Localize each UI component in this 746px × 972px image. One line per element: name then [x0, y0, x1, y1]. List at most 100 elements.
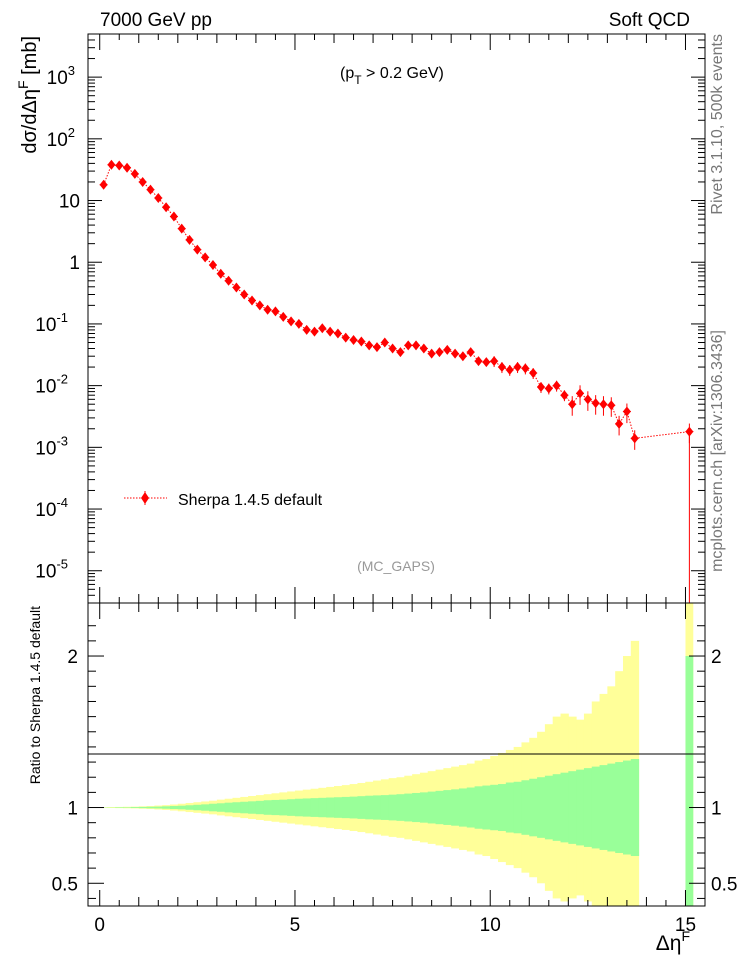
data-point: [107, 159, 116, 170]
ratio-band-inner: [568, 771, 577, 844]
data-point: [208, 260, 217, 271]
data-point: [380, 337, 389, 348]
ratio-band-inner: [427, 791, 437, 824]
ratio-band-inner: [482, 785, 491, 830]
main-x-ticks: [99, 34, 706, 603]
ratio-band-inner: [622, 760, 632, 855]
ratio-band-inner: [498, 784, 507, 832]
ratio-band-inner: [154, 806, 163, 809]
data-point: [536, 382, 545, 393]
data-point: [302, 324, 311, 335]
data-point: [115, 160, 124, 171]
main-ytick-label: 10-1: [35, 310, 68, 336]
data-point: [466, 347, 475, 358]
ratio-band-inner: [138, 806, 148, 809]
data-point: [372, 342, 381, 353]
ratio-band-inner: [607, 763, 616, 852]
main-y-label: dσ/dΔηF [mb]: [15, 36, 41, 154]
series-line: [103, 164, 690, 439]
main-ytick-label: 10-2: [35, 372, 68, 398]
data-point: [458, 351, 467, 362]
ratio-band-inner: [240, 801, 249, 814]
ratio-ytick-label-right: 2: [711, 647, 722, 668]
ratio-band-inner: [326, 797, 335, 818]
x-tick-label: 15: [675, 915, 696, 936]
data-point: [451, 348, 460, 359]
ratio-band-inner: [630, 759, 640, 857]
ratio-ytick-label-right: 0.5: [711, 874, 737, 895]
header-right: Soft QCD: [609, 10, 690, 31]
ratio-band-inner: [123, 807, 132, 808]
data-point: [615, 418, 624, 429]
ratio-panel: 0 5 10 15 0.5 0.5 1 1 2 2 Ratio to Sherpa 1.4.5 d…: [27, 602, 737, 955]
legend-label: Sherpa 1.4.5 default: [178, 492, 323, 509]
data-point: [326, 326, 335, 337]
ratio-y-label: Ratio to Sherpa 1.4.5 default: [27, 606, 43, 784]
ratio-band-inner: [552, 774, 562, 841]
data-point: [490, 356, 499, 367]
data-point: [341, 332, 350, 343]
data-point: [154, 192, 163, 203]
data-point: [185, 234, 194, 245]
ratio-band-inner: [576, 769, 585, 846]
analysis-annotation: (MC_GAPS): [357, 558, 435, 574]
ratio-band-inner: [544, 775, 554, 840]
ratio-band-inner: [302, 798, 312, 817]
ratio-band-inner: [404, 793, 413, 822]
data-point: [138, 176, 147, 187]
main-ytick-label: 1: [69, 253, 80, 274]
data-point: [248, 295, 257, 306]
main-ytick-label: 10-4: [35, 495, 68, 521]
x-axis-label: ΔηF: [656, 928, 690, 955]
ratio-band-inner: [560, 772, 569, 843]
ratio-band-inner: [334, 797, 343, 818]
data-point: [435, 347, 444, 358]
data-point: [560, 390, 569, 401]
data-point: [630, 433, 639, 444]
ratio-band-inner: [287, 799, 296, 816]
data-point: [216, 268, 225, 279]
data-point: [333, 328, 342, 339]
ratio-band-inner: [146, 806, 155, 809]
data-point: [513, 362, 522, 373]
data-point: [232, 282, 241, 293]
ratio-band-inner: [615, 762, 624, 853]
data-point: [357, 336, 366, 347]
data-point: [146, 184, 155, 195]
data-point: [99, 179, 108, 190]
data-point: [287, 316, 296, 327]
main-panel: 10-5 10-4 10-3 10-2 10-1 1 10 102 103 dσ/dΔηF [m…: [15, 33, 706, 604]
data-point: [583, 394, 592, 405]
ratio-band-inner: [201, 804, 210, 811]
ratio-band-inner: [529, 778, 538, 837]
ratio-band-inner: [115, 807, 124, 808]
ratio-band-inner: [365, 795, 374, 820]
data-point: [177, 223, 186, 234]
data-point: [396, 347, 405, 358]
main-ytick-label: 102: [47, 125, 75, 151]
ratio-band-inner: [373, 795, 382, 820]
data-point: [404, 340, 413, 351]
ratio-ytick-label-right: 1: [711, 799, 722, 820]
ratio-band-inner: [583, 768, 593, 847]
data-point: [318, 323, 327, 334]
data-point: [201, 252, 210, 263]
cut-annotation: (pT > 0.2 GeV): [340, 65, 444, 87]
x-tick-label: 10: [480, 915, 501, 936]
data-point: [529, 368, 538, 379]
ratio-band-inner: [505, 782, 515, 833]
ratio-band-inner: [294, 798, 304, 817]
data-point: [279, 311, 288, 322]
data-point: [310, 326, 319, 337]
data-point: [576, 388, 585, 399]
mcplots-label: mcplots.cern.ch [arXiv:1306.3436]: [709, 330, 726, 572]
data-point: [162, 202, 171, 213]
ratio-band-inner: [451, 789, 460, 826]
ratio-band-inner: [419, 792, 429, 823]
ratio-band-inner: [466, 787, 476, 828]
data-point: [497, 362, 506, 373]
ratio-band-inner: [685, 656, 694, 906]
data-point: [607, 400, 616, 411]
ratio-band-inner: [185, 805, 194, 810]
ratio-band-inner: [224, 802, 233, 813]
